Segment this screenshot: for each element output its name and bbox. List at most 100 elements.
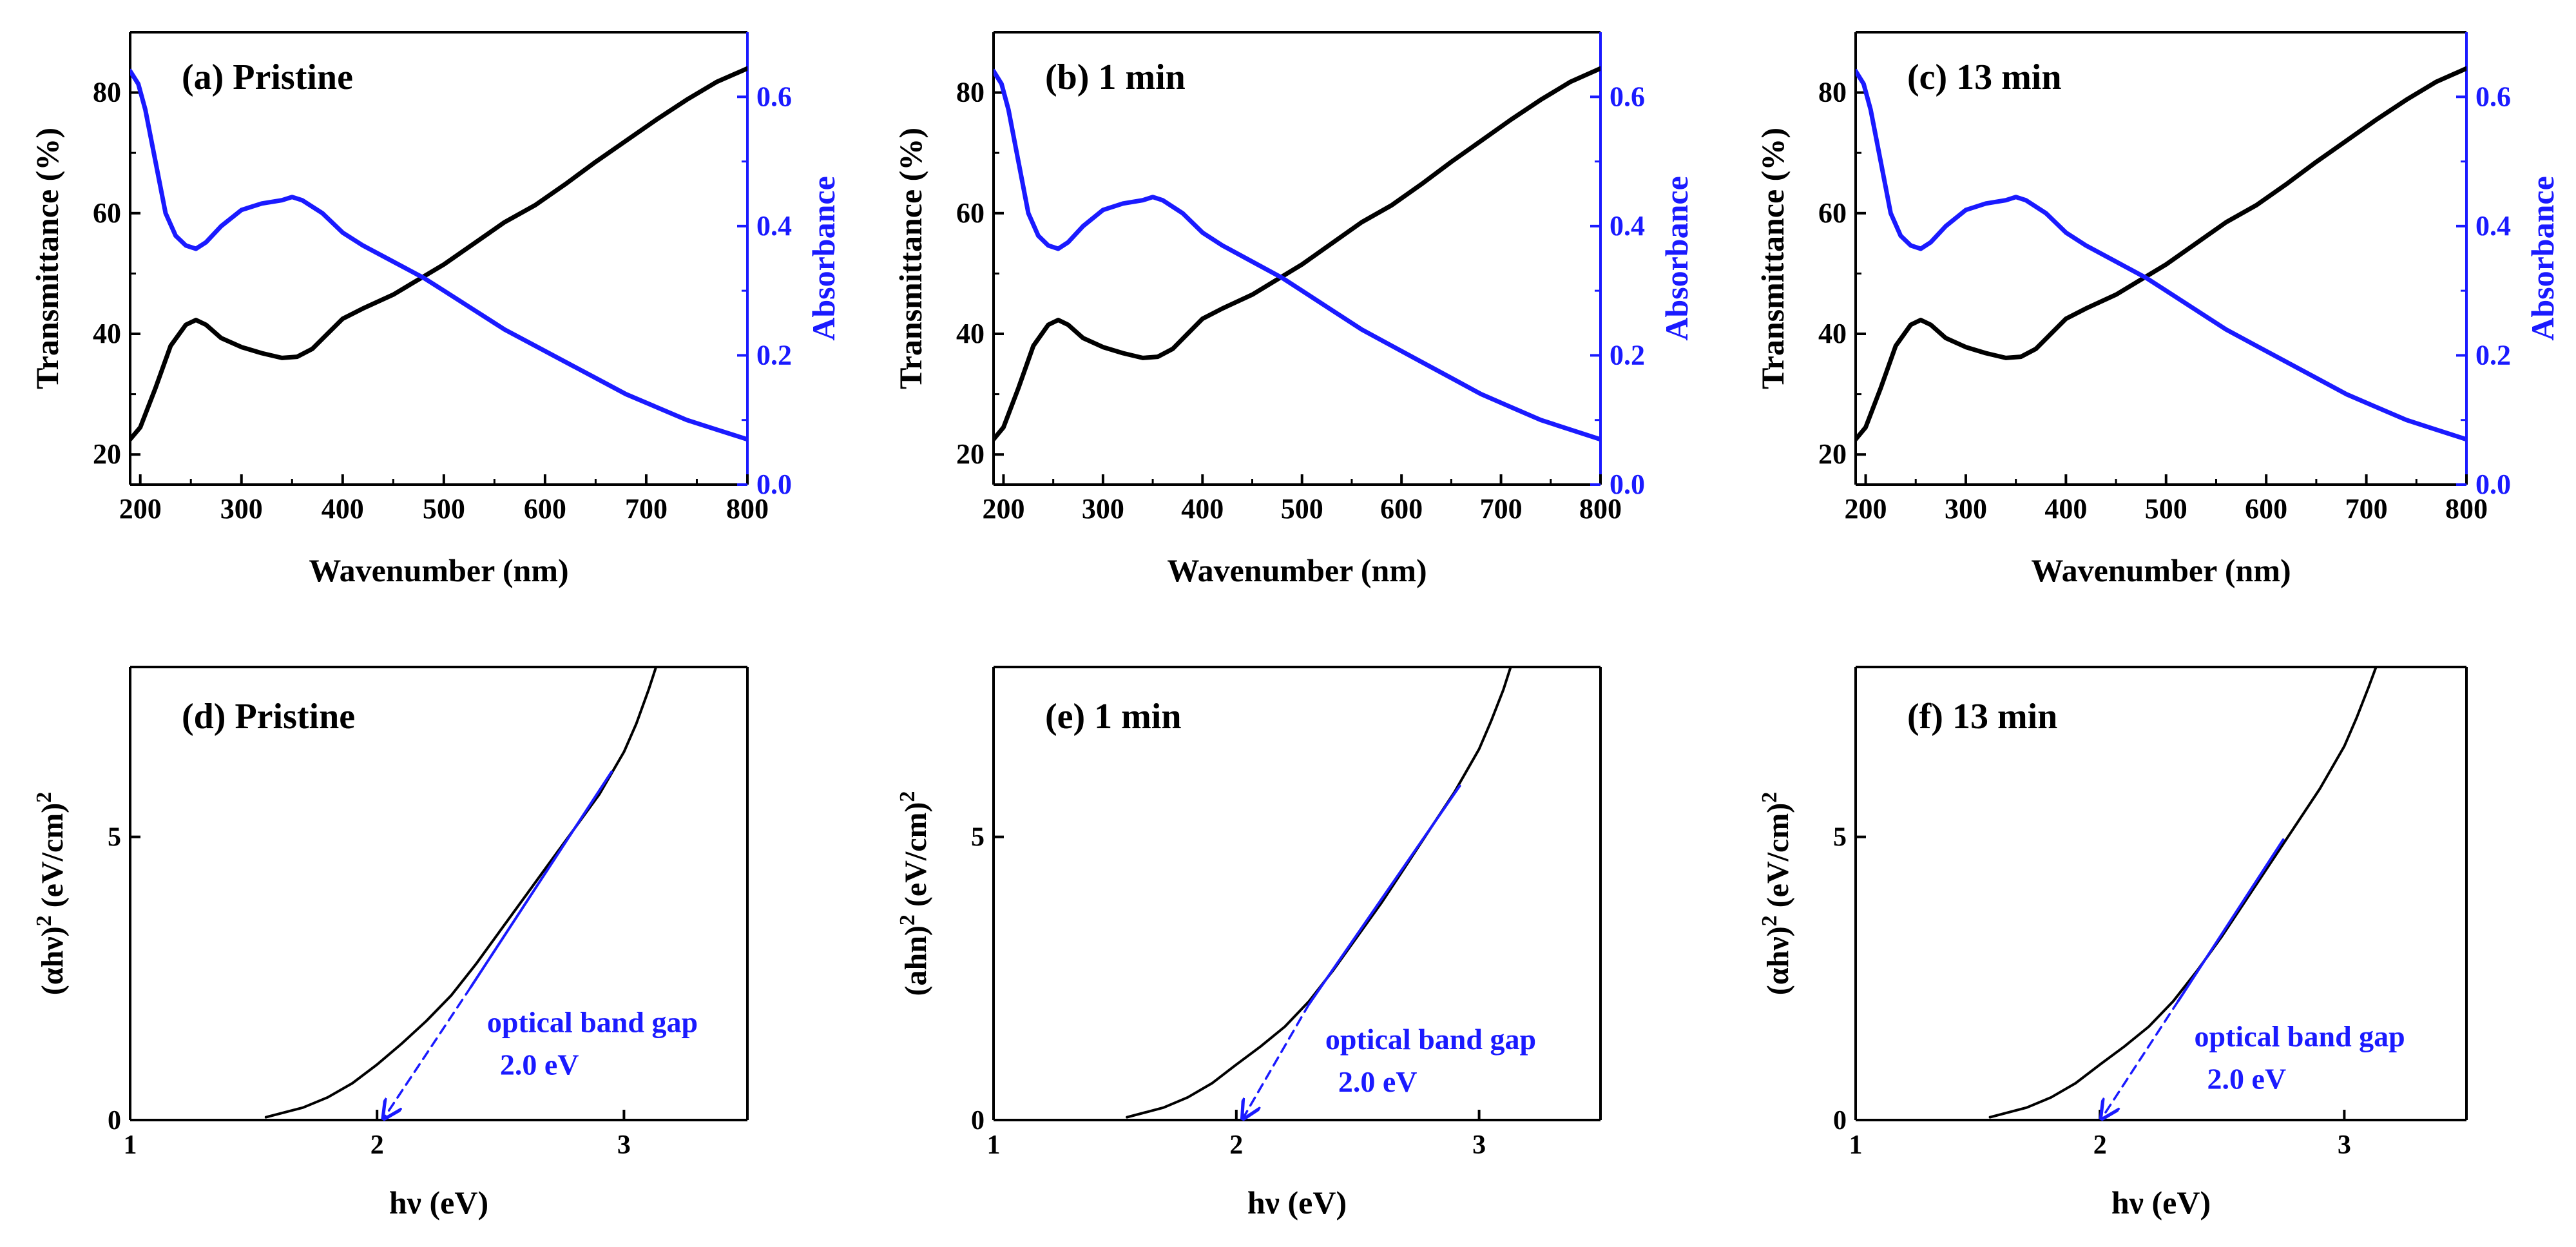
panel-label: (d) Pristine (182, 697, 355, 737)
y-tick-label: 5 (1833, 823, 1847, 853)
y-tick-label: 60 (1818, 197, 1847, 229)
x-tick-label: 800 (1579, 493, 1622, 525)
y-tick-label: 20 (1818, 438, 1847, 470)
y-axis-label-text: (eV/cm) (1761, 803, 1795, 916)
series-line-absorbance (1856, 68, 2466, 442)
y-axis-label-exponent: 2 (1758, 792, 1782, 803)
x-tick-label: 2 (370, 1130, 384, 1160)
series-line-absorbance (130, 68, 747, 442)
x-tick-label: 3 (1472, 1130, 1486, 1160)
y2-axis-label: Absorbance (1658, 176, 1695, 341)
series-line-absorbance (994, 68, 1600, 442)
x-tick-label: 500 (423, 493, 465, 525)
y-axis-label: Transmittance (%) (29, 128, 65, 389)
series-line-extrapolation (1244, 1003, 1311, 1117)
x-tick-label: 500 (1281, 493, 1323, 525)
y2-axis-label: Absorbance (2524, 176, 2561, 341)
x-tick-label: 1 (124, 1130, 137, 1160)
y2-tick-label: 0.6 (2475, 81, 2511, 112)
y2-tick-label: 0.4 (1610, 210, 1645, 242)
x-axis-label: hν (eV) (1247, 1184, 1347, 1221)
y-tick-label: 0 (1833, 1106, 1847, 1136)
x-tick-label: 1 (987, 1130, 1001, 1160)
series-line-linear-fit (2177, 838, 2285, 1003)
series-line-linear-fit (469, 770, 613, 989)
y-axis-label-exponent: 2 (896, 791, 919, 802)
x-tick-label: 800 (2445, 493, 2488, 525)
x-tick-label: 800 (726, 493, 769, 525)
annotation-value: 2.0 eV (1338, 1065, 1418, 1098)
annotation-value: 2.0 eV (2207, 1062, 2287, 1095)
y2-tick-label: 0.6 (756, 81, 792, 112)
x-axis-label: Wavenumber (nm) (2031, 552, 2291, 588)
x-axis-label: hν (eV) (389, 1184, 488, 1221)
x-tick-label: 400 (1181, 493, 1224, 525)
y2-tick-label: 0.2 (2475, 339, 2511, 371)
y-axis-label-text: (ahn) (899, 925, 933, 996)
x-tick-label: 300 (1945, 493, 1987, 525)
annotation-title: optical band gap (487, 1005, 698, 1038)
x-tick-label: 200 (119, 493, 162, 525)
series-line-linear-fit (1307, 784, 1461, 1005)
x-tick-label: 700 (2345, 493, 2388, 525)
x-axis-label: Wavenumber (nm) (1167, 552, 1427, 588)
x-tick-label: 700 (1480, 493, 1523, 525)
y-axis-label-text: (eV/cm) (35, 803, 70, 916)
y-tick-label: 5 (971, 823, 985, 853)
x-tick-label: 400 (322, 493, 364, 525)
y2-tick-label: 0.4 (756, 210, 792, 242)
y-tick-label: 40 (1818, 318, 1847, 349)
panel-a: 200 300 400 500 600 700 800 20 40 60 80 0.0 0.2 0.4 0.… (29, 31, 841, 588)
series-line-extrapolation (385, 985, 472, 1117)
y-tick-label: 5 (108, 823, 121, 853)
x-tick-label: 200 (1845, 493, 1887, 525)
y-tick-label: 40 (956, 318, 985, 349)
x-axis-label: hν (eV) (2111, 1184, 2211, 1221)
y-tick-label: 0 (108, 1106, 121, 1136)
y-tick-label: 80 (1818, 77, 1847, 108)
y2-tick-label: 0.0 (1610, 469, 1645, 500)
series-line-tauc-plot (264, 667, 658, 1119)
y-tick-label: 60 (956, 197, 985, 229)
panel-label: (f) 13 min (1907, 697, 2057, 737)
series-line-extrapolation (2102, 1000, 2180, 1117)
x-tick-label: 700 (625, 493, 668, 525)
y-axis-label-exponent: 2 (1758, 915, 1782, 926)
y-axis-label-text: (eV/cm) (899, 802, 933, 915)
x-tick-label: 2 (1229, 1130, 1243, 1160)
x-tick-label: 3 (2338, 1130, 2351, 1160)
panel-label: (e) 1 min (1045, 697, 1182, 737)
x-tick-label: 1 (1849, 1130, 1863, 1160)
series-line-transmittance (130, 66, 747, 442)
x-tick-label: 600 (524, 493, 566, 525)
y2-tick-label: 0.0 (756, 469, 792, 500)
y-tick-label: 60 (93, 197, 121, 229)
y2-tick-label: 0.4 (2475, 210, 2511, 242)
x-tick-label: 200 (982, 493, 1024, 525)
x-tick-label: 500 (2145, 493, 2187, 525)
y-axis-label-text: (αhν) (35, 926, 70, 995)
x-tick-label: 2 (2093, 1130, 2107, 1160)
y-tick-label: 80 (93, 77, 121, 108)
y-tick-label: 20 (956, 438, 985, 470)
y-axis-label: Transmittance (%) (892, 128, 928, 389)
panel-label: (c) 13 min (1907, 57, 2062, 97)
y-axis-label-exponent: 2 (32, 915, 56, 926)
y-axis-label: (αhν)2 (eV/cm)2 (1758, 792, 1795, 995)
series-line-transmittance (1856, 66, 2466, 442)
x-tick-label: 3 (617, 1130, 631, 1160)
y2-tick-label: 0.2 (1610, 339, 1645, 371)
y2-axis-label: Absorbance (805, 176, 841, 341)
annotation-value: 2.0 eV (500, 1048, 579, 1081)
y-axis-label-exponent: 2 (896, 914, 919, 925)
x-tick-label: 300 (220, 493, 263, 525)
x-tick-label: 600 (1380, 493, 1423, 525)
y-axis-label-text: (αhν) (1761, 926, 1795, 995)
y-tick-label: 80 (956, 77, 985, 108)
y2-tick-label: 0.2 (756, 339, 792, 371)
y2-tick-label: 0.6 (1610, 81, 1645, 112)
